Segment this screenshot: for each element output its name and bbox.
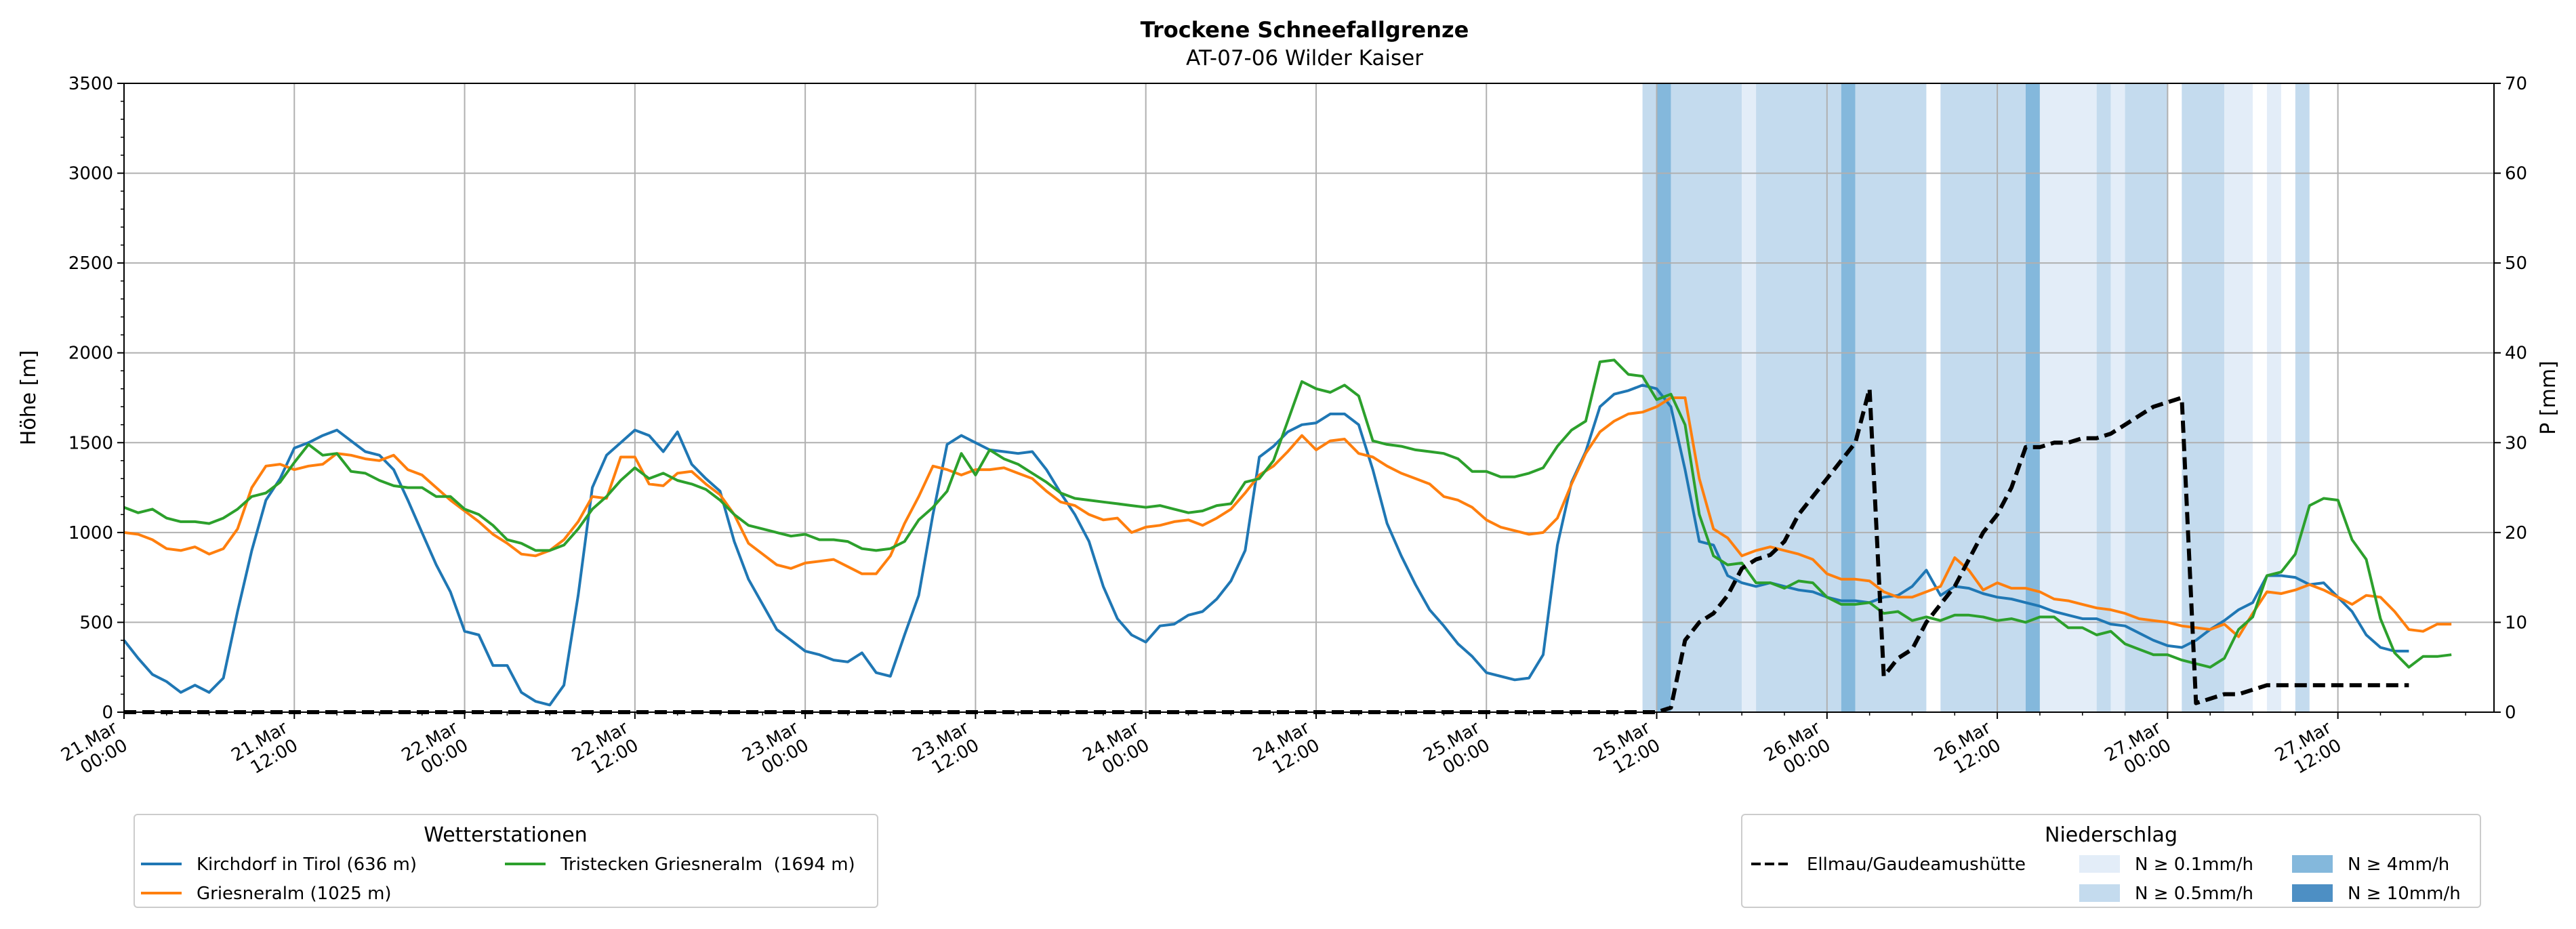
precip-band-13 xyxy=(2182,83,2225,712)
legend-label-kirchdorf: Kirchdorf in Tirol (636 m) xyxy=(197,854,417,875)
legend-precip-title: Niederschlag xyxy=(2045,823,2178,847)
precip-band-0 xyxy=(1642,83,1657,712)
y-left-tick-label-3: 1500 xyxy=(68,433,113,453)
y-left-tick-label-2: 1000 xyxy=(68,523,113,543)
series-line-3 xyxy=(124,386,2409,714)
legend-label-p05: N ≥ 0.5mm/h xyxy=(2135,884,2253,904)
chart-subtitle: AT-07-06 Wilder Kaiser xyxy=(1186,46,1423,70)
plot-frame xyxy=(123,83,2495,713)
y-left-tick-label-0: 0 xyxy=(102,703,113,723)
legend-swatch-p4 xyxy=(2292,855,2333,873)
legend-stations-frame xyxy=(134,814,878,908)
y-axis-right: 0 10 20 30 40 50 60 70 xyxy=(2494,74,2527,723)
precip-band-16 xyxy=(2295,83,2310,712)
precip-band-5 xyxy=(1841,83,1856,712)
precip-band-15 xyxy=(2266,83,2281,712)
data-series xyxy=(123,358,2452,714)
y-right-tick-label-4: 40 xyxy=(2505,344,2527,364)
y-right-tick-label-7: 70 xyxy=(2505,74,2527,94)
y-left-tick-label-1: 500 xyxy=(79,613,113,633)
y-right-tick-label-2: 20 xyxy=(2505,523,2527,543)
y-axis-right-label: P [mm] xyxy=(2537,360,2560,434)
y-axis-left-label: Höhe [m] xyxy=(17,350,41,446)
legend-swatch-p01 xyxy=(2079,855,2120,873)
precip-band-7 xyxy=(1940,83,2026,712)
legend-label-griesneralm: Griesneralm (1025 m) xyxy=(197,884,392,904)
legend-precipitation: Niederschlag Ellmau/Gaudeamushütte N ≥ 0… xyxy=(1741,814,2481,908)
legend-swatch-p10 xyxy=(2292,884,2333,902)
y-right-tick-label-1: 10 xyxy=(2505,613,2527,633)
y-right-tick-label-6: 60 xyxy=(2505,164,2527,184)
series-line-1 xyxy=(123,396,2452,638)
series-line-2 xyxy=(123,358,2452,669)
precip-band-14 xyxy=(2224,83,2253,712)
precip-band-11 xyxy=(2110,83,2125,712)
legend-label-p01: N ≥ 0.1mm/h xyxy=(2135,854,2253,875)
precip-band-4 xyxy=(1756,83,1841,712)
legend-stations: Wetterstationen Kirchdorf in Tirol (636 … xyxy=(134,814,878,908)
precipitation-bands xyxy=(1642,83,2310,712)
legend-label-tristecken: Tristecken Griesneralm (1694 m) xyxy=(560,854,855,875)
y-left-tick-label-6: 3000 xyxy=(68,164,113,184)
precip-band-9 xyxy=(2039,83,2097,712)
precip-band-10 xyxy=(2096,83,2111,712)
chart-title: Trockene Schneefallgrenze xyxy=(1141,17,1469,43)
legend-stations-title: Wetterstationen xyxy=(424,823,587,847)
y-left-tick-label-4: 2000 xyxy=(68,344,113,364)
y-left-tick-label-7: 3500 xyxy=(68,74,113,94)
legend-label-p4: N ≥ 4mm/h xyxy=(2348,854,2449,875)
y-right-tick-label-3: 30 xyxy=(2505,433,2527,453)
precip-band-3 xyxy=(1742,83,1757,712)
precip-band-12 xyxy=(2125,83,2168,712)
y-left-tick-label-5: 2500 xyxy=(68,253,113,274)
y-axis-left: 0 500 1000 1500 2000 2500 3000 3500 xyxy=(68,74,124,723)
legend-label-ellmau: Ellmau/Gaudeamushütte xyxy=(1807,854,2026,875)
y-right-tick-label-5: 50 xyxy=(2505,253,2527,274)
legend-label-p10: N ≥ 10mm/h xyxy=(2348,884,2461,904)
legend-swatch-p05 xyxy=(2079,884,2120,902)
series-line-0 xyxy=(123,384,2409,707)
precip-band-8 xyxy=(2025,83,2040,712)
y-right-tick-label-0: 0 xyxy=(2505,703,2516,723)
